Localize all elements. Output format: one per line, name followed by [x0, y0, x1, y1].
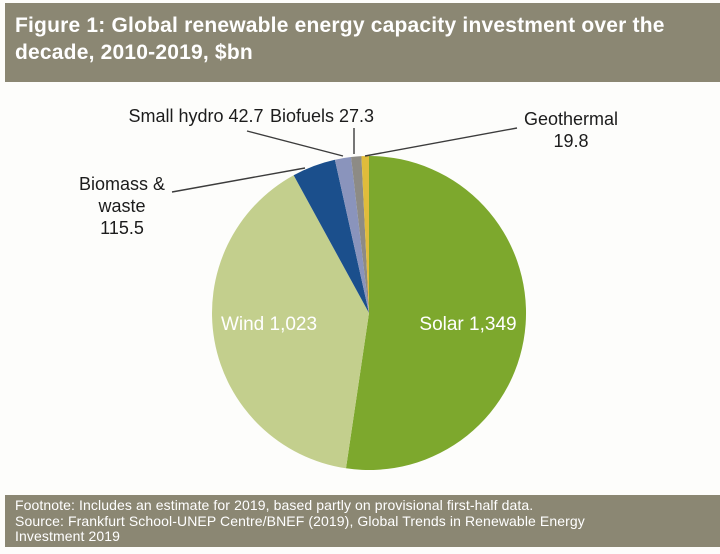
callout-biofuels: Biofuels 27.3: [269, 106, 375, 126]
pie-label-solar: Solar 1,349: [419, 314, 517, 335]
figure-footer-bar: Footnote: Includes an estimate for 2019,…: [5, 495, 720, 547]
callout-geothermal: Geothermal 19.8: [524, 108, 618, 152]
callout-biomass-line3: 115.5: [100, 218, 144, 238]
leader-line-small-hydro: [246, 130, 344, 157]
pie-slice-geothermal: [361, 155, 369, 313]
pie-chart-area: Small hydro 42.7 Biofuels 27.3 Geotherma…: [5, 82, 720, 495]
pie-slice-solar: [345, 156, 527, 470]
figure-title: Figure 1: Global renewable energy capaci…: [15, 14, 665, 65]
leader-line-geothermal: [364, 127, 518, 157]
callout-biomass: Biomass & waste 115.5: [79, 173, 165, 239]
pie-group: [212, 155, 527, 470]
footnote-text: Footnote: Includes an estimate for 2019,…: [15, 497, 534, 513]
pie-slice-biomass-waste: [293, 159, 369, 313]
callout-geothermal-value: 19.8: [553, 131, 589, 151]
pie-slice-small-hydro: [334, 157, 369, 313]
source-text: Source: Frankfurt School-UNEP Centre/BNE…: [15, 512, 585, 544]
callout-biomass-line2: waste: [98, 196, 146, 216]
callout-biomass-line1: Biomass &: [78, 174, 166, 194]
pie-chart-svg: [171, 127, 527, 470]
leader-lines: [171, 127, 518, 193]
pie-slice-wind: [212, 175, 369, 469]
leader-line-biomass: [171, 167, 306, 193]
pie-label-wind: Wind 1,023: [220, 314, 318, 335]
callout-geothermal-name: Geothermal: [523, 109, 619, 129]
pie-slice-biofuels: [351, 156, 369, 313]
figure-title-bar: Figure 1: Global renewable energy capaci…: [5, 3, 720, 82]
callout-small-hydro: Small hydro 42.7: [128, 106, 264, 126]
